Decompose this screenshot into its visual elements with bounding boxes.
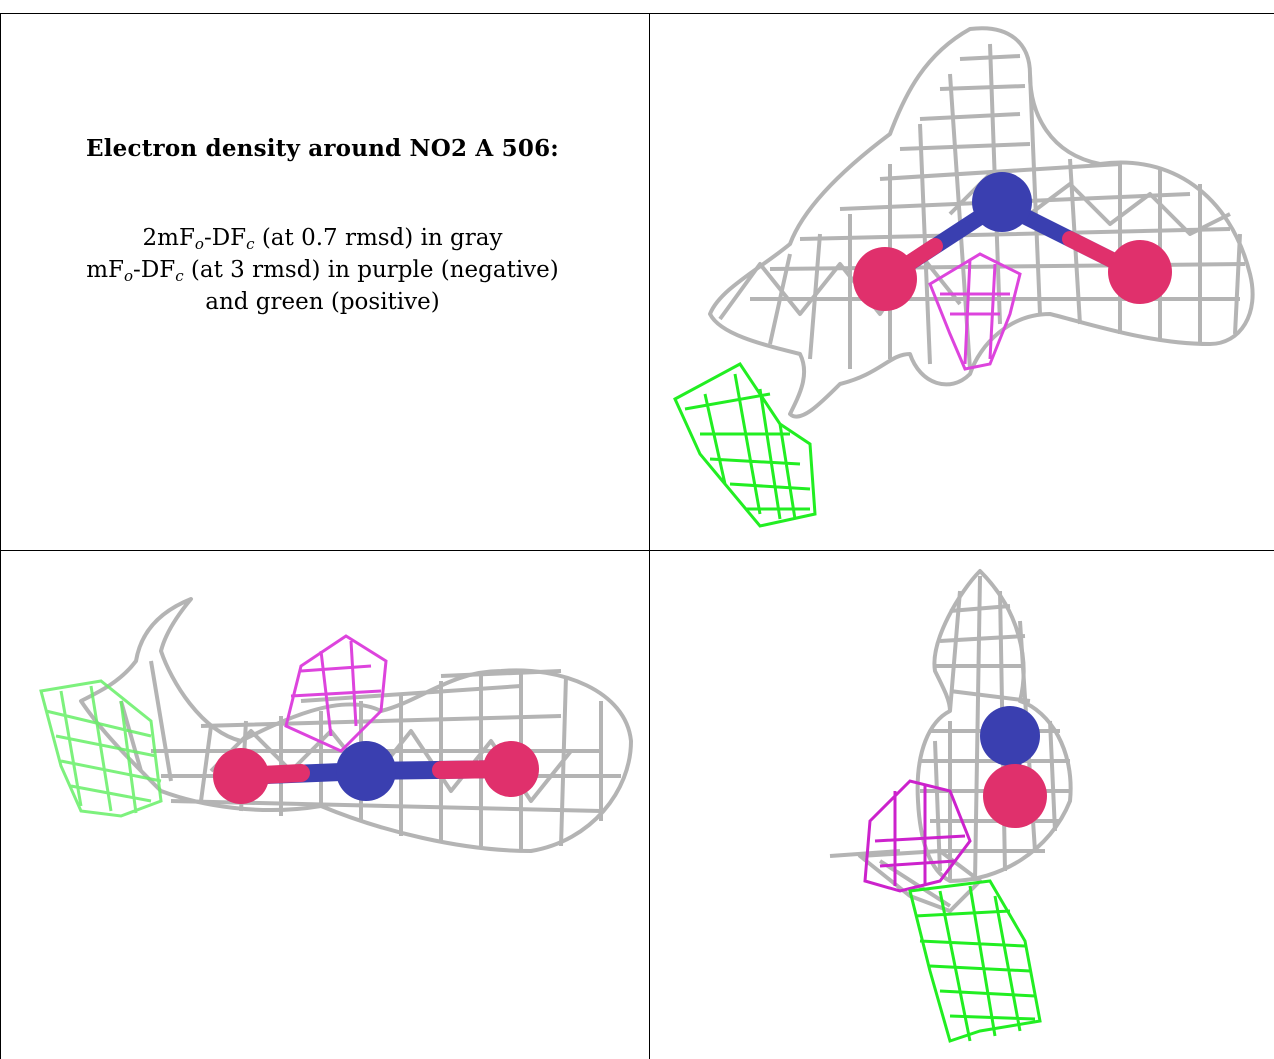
table-divider-horizontal xyxy=(0,550,1274,551)
density-view-top-right xyxy=(673,26,1255,528)
purple-difference-mesh xyxy=(863,779,972,893)
green-difference-mesh xyxy=(908,879,1042,1043)
figure-caption: Electron density around NO2 A 506: 2mFo-… xyxy=(30,135,615,318)
caption-line-positive: and green (positive) xyxy=(205,289,440,315)
caption-line-gray: 2mFo-DFc (at 0.7 rmsd) in gray xyxy=(142,225,503,253)
caption-line-difference: mFo-DFc (at 3 rmsd) in purple (negative) xyxy=(86,257,559,285)
oxygen-atom xyxy=(983,764,1047,828)
density-view-bottom-right xyxy=(829,569,1073,1043)
caption-title: Electron density around NO2 A 506: xyxy=(86,135,559,162)
nitrogen-atom xyxy=(972,172,1032,232)
table-border-top xyxy=(0,13,1274,14)
purple-difference-mesh xyxy=(928,252,1022,371)
purple-difference-mesh xyxy=(284,634,388,753)
green-difference-mesh xyxy=(39,679,163,818)
nitrogen-atom xyxy=(336,741,396,801)
density-view-bottom-left xyxy=(39,597,633,853)
table-divider-vertical xyxy=(649,13,650,1059)
caption-description: 2mFo-DFc (at 0.7 rmsd) in gray mFo-DFc (… xyxy=(30,222,615,318)
gray-density-mesh xyxy=(708,26,1255,419)
table-border-left xyxy=(0,13,1,1059)
nitrogen-atom xyxy=(980,706,1040,766)
oxygen-atom-1 xyxy=(853,247,917,311)
oxygen-atom-2 xyxy=(1108,240,1172,304)
oxygen-atom-2 xyxy=(483,741,539,797)
green-difference-mesh xyxy=(673,362,817,528)
no2-molecule xyxy=(980,706,1047,828)
oxygen-atom-1 xyxy=(213,748,269,804)
no2-molecule xyxy=(213,741,539,804)
no2-molecule xyxy=(853,172,1172,311)
